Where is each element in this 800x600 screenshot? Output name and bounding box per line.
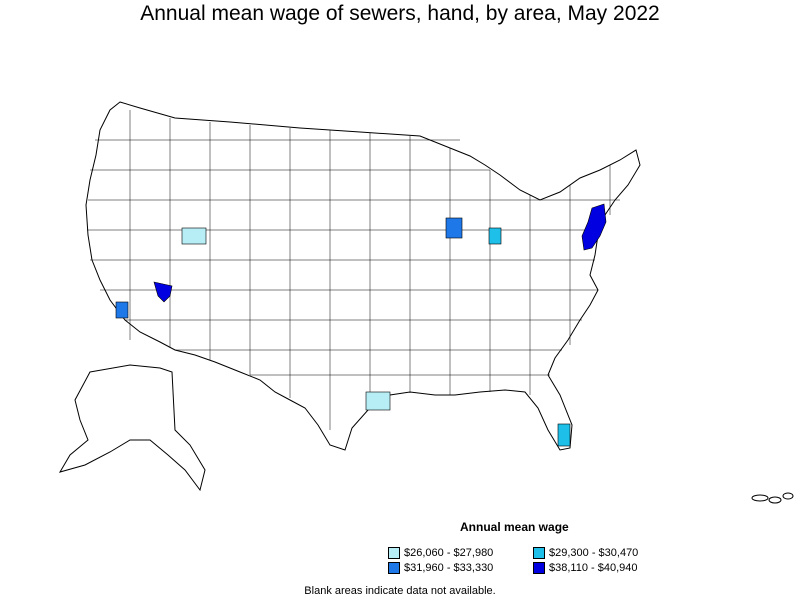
alaska-outline bbox=[58, 364, 206, 492]
map-title: Annual mean wage of sewers, hand, by are… bbox=[140, 2, 660, 25]
legend-swatch-1 bbox=[388, 547, 400, 559]
area-cyan-ohio bbox=[488, 227, 502, 245]
legend-title: Annual mean wage bbox=[460, 520, 569, 534]
legend-item-1: $26,060 - $27,980 bbox=[388, 547, 493, 559]
legend-label-1: $26,060 - $27,980 bbox=[404, 547, 494, 559]
legend-label-3: $31,960 - $33,330 bbox=[404, 562, 494, 574]
legend-swatch-3 bbox=[388, 562, 400, 574]
area-blue-california bbox=[115, 301, 129, 319]
legend-swatch-2 bbox=[533, 547, 545, 559]
hawaii-islands bbox=[751, 492, 794, 504]
area-boundaries bbox=[87, 110, 620, 430]
legend-item-2: $29,300 - $30,470 bbox=[533, 547, 638, 559]
area-cyan-florida bbox=[557, 423, 571, 447]
area-dark-blue-nevada bbox=[153, 281, 173, 303]
legend-swatch-4 bbox=[533, 562, 545, 574]
area-blue-indiana bbox=[445, 217, 463, 239]
area-light-cyan-texas bbox=[365, 391, 391, 411]
legend-label-2: $29,300 - $30,470 bbox=[549, 547, 639, 559]
legend-item-4: $38,110 - $40,940 bbox=[533, 562, 637, 574]
legend-label-4: $38,110 - $40,940 bbox=[549, 562, 638, 574]
footnote: Blank areas indicate data not available. bbox=[304, 585, 496, 597]
area-light-cyan-idaho bbox=[181, 227, 207, 245]
legend-item-3: $31,960 - $33,330 bbox=[388, 562, 493, 574]
area-dark-blue-northeast bbox=[581, 203, 607, 251]
